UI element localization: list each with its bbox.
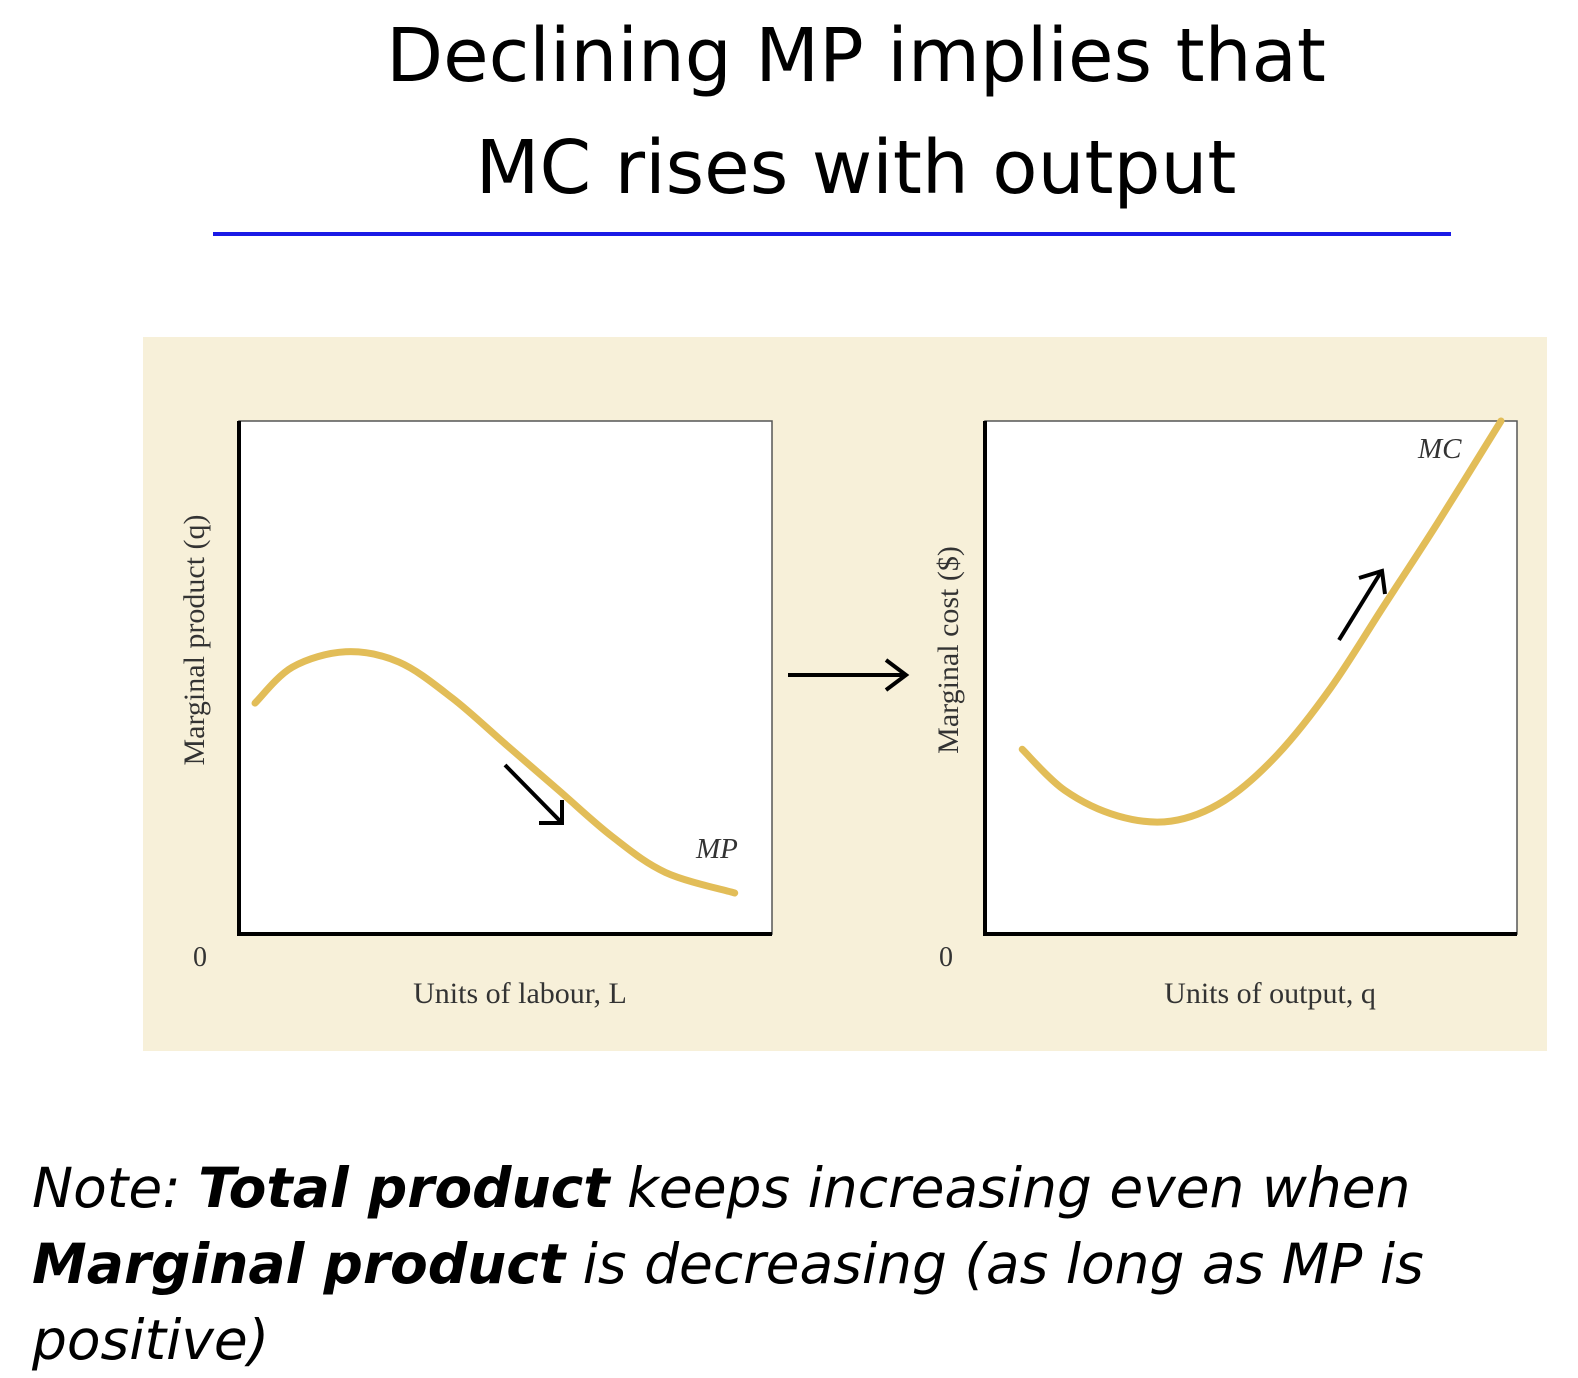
slide-title: Declining MP implies that MC rises with … (0, 0, 1578, 224)
note-bold-total-product: Total product (198, 1156, 610, 1220)
mp-series-label: MP (695, 833, 738, 865)
title-line-2: MC rises with output (475, 125, 1237, 211)
footnote: Note: Total product keeps increasing eve… (32, 1150, 1572, 1378)
figure-panel: MP 0 Units of labour, L Marginal product… (143, 337, 1547, 1051)
mp-plot-area (238, 420, 773, 935)
mp-x-axis-label: Units of labour, L (413, 977, 627, 1010)
mp-y-axis-label: Marginal product (q) (178, 514, 211, 765)
mc-up-arrow (1337, 568, 1387, 642)
title-line-1: Declining MP implies that (386, 13, 1326, 99)
note-bold-marginal-product: Marginal product (32, 1232, 566, 1296)
note-prefix: Note: (32, 1156, 199, 1220)
implies-arrow (788, 658, 910, 692)
mp-down-arrow (503, 763, 564, 825)
mp-origin-label: 0 (193, 942, 207, 973)
mc-chart: MC 0 Units of output, q Marginal cost ($… (932, 417, 1518, 1010)
mc-curve (1018, 417, 1505, 826)
mc-x-axis-label: Units of output, q (1164, 977, 1376, 1010)
note-middle: keeps increasing even when (609, 1156, 1411, 1220)
title-underline (213, 232, 1451, 236)
mc-origin-label: 0 (939, 942, 953, 973)
mc-series-label: MC (1417, 433, 1462, 465)
charts-svg: MP 0 Units of labour, L Marginal product… (143, 337, 1547, 1051)
mc-plot-area (984, 420, 1518, 935)
mp-curve (251, 648, 739, 897)
mp-chart: MP 0 Units of labour, L Marginal product… (178, 420, 773, 1010)
mc-y-axis-label: Marginal cost ($) (932, 546, 965, 754)
